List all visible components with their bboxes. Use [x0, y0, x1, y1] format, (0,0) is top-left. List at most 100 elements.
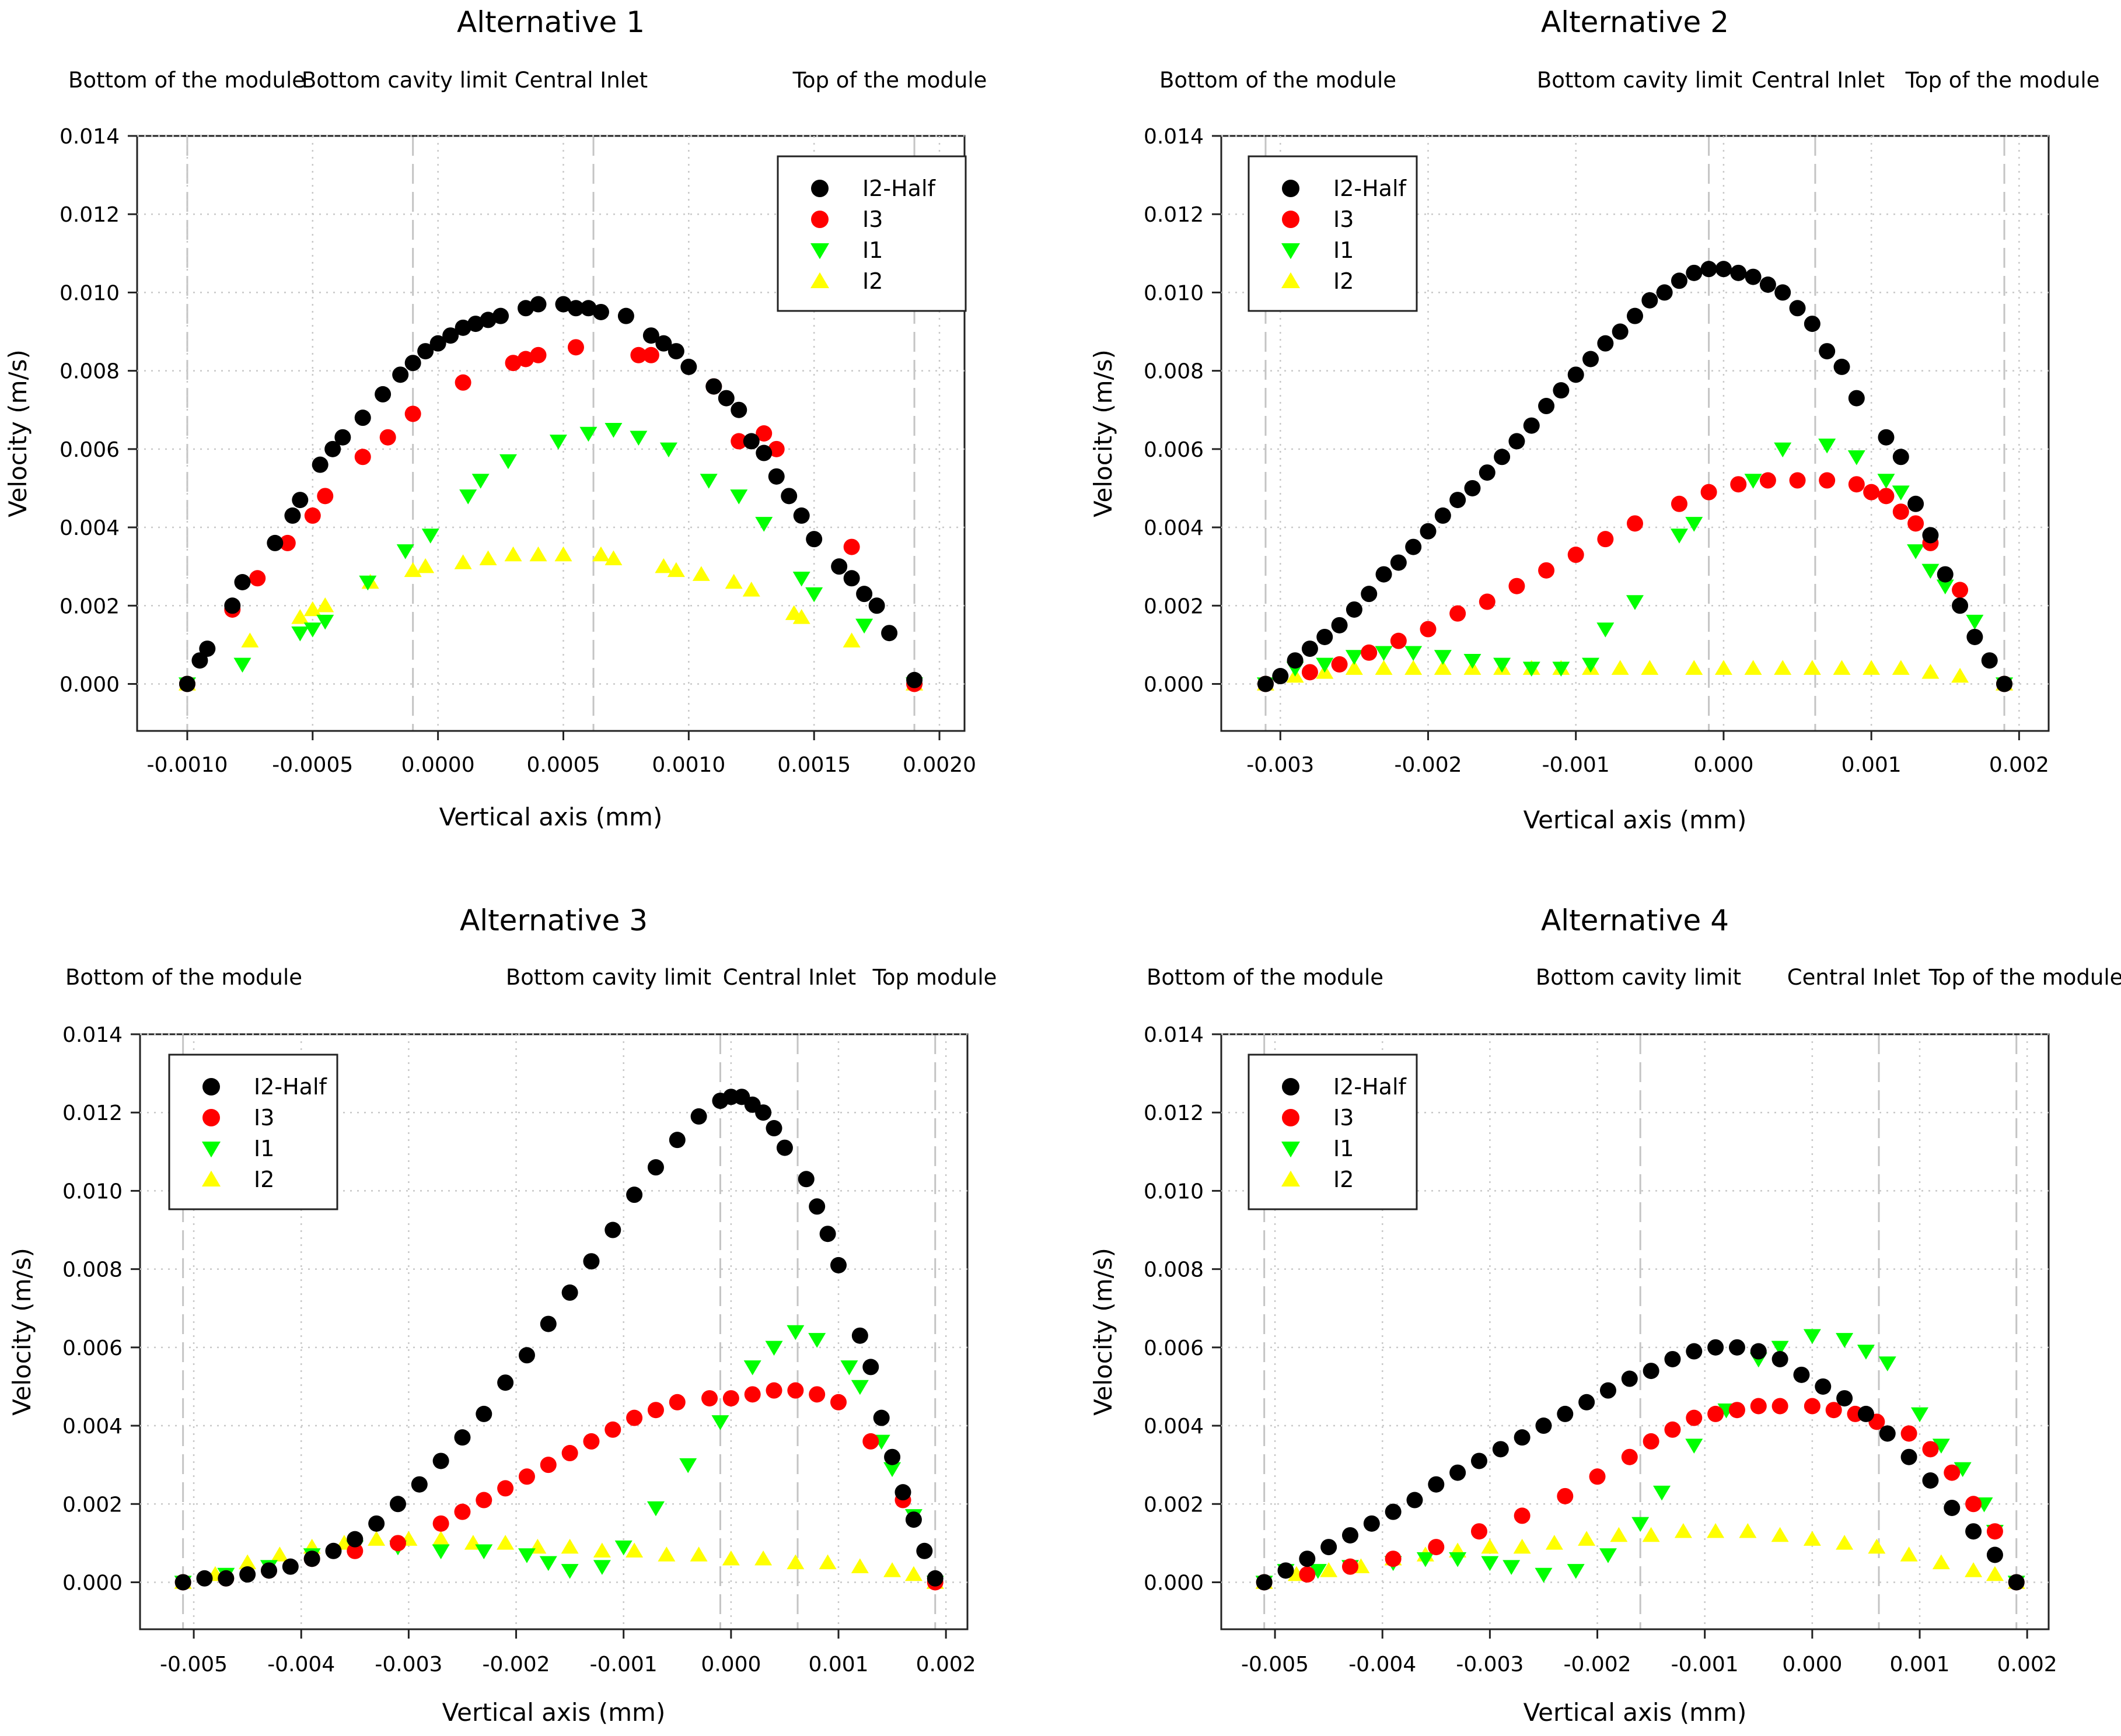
- data-point: [1578, 1531, 1596, 1546]
- data-point: [1479, 464, 1495, 481]
- y-tick-label: 0.002: [60, 594, 120, 618]
- data-point: [499, 454, 517, 470]
- data-point: [626, 1186, 643, 1203]
- data-point: [234, 574, 251, 590]
- data-point: [1728, 1339, 1745, 1356]
- data-point: [1981, 652, 1998, 669]
- y-tick-label: 0.000: [60, 673, 120, 696]
- data-point: [518, 1468, 535, 1485]
- data-point: [626, 1542, 644, 1558]
- y-tick-label: 0.006: [62, 1336, 123, 1360]
- data-point: [843, 632, 861, 648]
- data-point: [1375, 660, 1393, 675]
- data-point: [218, 1570, 235, 1587]
- data-point: [1508, 433, 1525, 450]
- x-axis-label: Vertical axis (mm): [439, 803, 663, 831]
- data-point: [722, 1550, 740, 1566]
- data-point: [1744, 660, 1762, 675]
- data-point: [1256, 1574, 1273, 1591]
- data-point: [690, 1546, 708, 1562]
- data-point: [883, 1462, 901, 1478]
- data-point: [518, 300, 534, 317]
- data-point: [279, 534, 296, 551]
- data-point: [1538, 562, 1555, 579]
- data-point: [1479, 593, 1495, 610]
- data-point: [1803, 1329, 1821, 1344]
- x-tick-label: -0.001: [1671, 1653, 1739, 1676]
- legend-marker: [202, 1170, 221, 1186]
- x-tick-label: 0.000: [1782, 1653, 1842, 1676]
- data-point: [647, 1159, 664, 1176]
- y-tick-label: 0.002: [1144, 594, 1204, 618]
- data-point: [539, 1556, 557, 1572]
- legend-label: I3: [1333, 206, 1354, 232]
- data-point: [1664, 1421, 1681, 1438]
- series-i2-half: [174, 1088, 944, 1591]
- data-point: [561, 1445, 578, 1462]
- data-point: [1771, 1340, 1789, 1356]
- series-i2: [178, 546, 924, 691]
- data-point: [432, 1544, 450, 1560]
- data-point: [347, 1531, 364, 1548]
- reference-line-label: Bottom of the module: [1159, 68, 1396, 93]
- legend-marker: [1281, 243, 1300, 260]
- data-point: [518, 1548, 536, 1563]
- data-point: [819, 1554, 837, 1570]
- data-point: [1911, 1407, 1929, 1423]
- data-point: [1522, 662, 1540, 677]
- data-point: [630, 430, 648, 446]
- data-point: [658, 1546, 676, 1562]
- y-tick-label: 0.014: [62, 1023, 123, 1047]
- y-axis-label: Velocity (m/s): [8, 1248, 36, 1416]
- data-point: [894, 1484, 911, 1501]
- data-point: [1707, 1522, 1725, 1538]
- data-point: [497, 1480, 514, 1497]
- data-point: [1331, 617, 1348, 634]
- data-point: [604, 1421, 621, 1438]
- x-axis-label: Vertical axis (mm): [1524, 806, 1747, 834]
- series-i1: [178, 423, 924, 692]
- data-point: [325, 1542, 342, 1559]
- x-tick-label: -0.002: [483, 1653, 550, 1676]
- data-point: [1907, 515, 1924, 532]
- data-point: [1508, 578, 1525, 594]
- data-point: [680, 358, 697, 375]
- data-point: [1815, 1378, 1832, 1395]
- data-point: [1686, 1343, 1703, 1360]
- y-tick-label: 0.002: [62, 1493, 123, 1517]
- data-point: [554, 546, 572, 562]
- data-point: [1611, 660, 1629, 675]
- data-point: [1892, 503, 1909, 520]
- data-point: [756, 425, 773, 442]
- data-point: [432, 1531, 450, 1546]
- legend-marker: [1282, 1109, 1299, 1126]
- y-tick-label: 0.012: [1144, 1101, 1204, 1125]
- data-point: [856, 586, 873, 603]
- data-point: [1612, 323, 1629, 340]
- data-point: [1771, 1350, 1788, 1367]
- data-point: [1420, 621, 1437, 638]
- data-point: [1833, 358, 1850, 375]
- data-point: [411, 1476, 428, 1493]
- legend-box: [1248, 155, 1418, 312]
- data-point: [561, 1564, 579, 1579]
- data-point: [1567, 547, 1584, 564]
- data-point: [1320, 1539, 1337, 1556]
- data-point: [731, 401, 747, 418]
- x-tick-label: -0.002: [1394, 753, 1462, 777]
- data-point: [1582, 351, 1599, 368]
- data-point: [1641, 292, 1658, 309]
- data-point: [292, 492, 309, 509]
- data-point: [249, 570, 266, 587]
- data-point: [1771, 1398, 1788, 1415]
- data-point: [742, 582, 760, 597]
- reference-line-label: Top of the module: [1928, 965, 2121, 990]
- y-axis-label: Velocity (m/s): [1089, 349, 1117, 517]
- data-point: [669, 1394, 686, 1410]
- data-point: [840, 1360, 858, 1376]
- data-point: [224, 597, 241, 614]
- legend: I2-Half I3 I1 I2: [1248, 155, 1418, 312]
- data-point: [1789, 472, 1806, 489]
- data-point: [282, 1558, 299, 1575]
